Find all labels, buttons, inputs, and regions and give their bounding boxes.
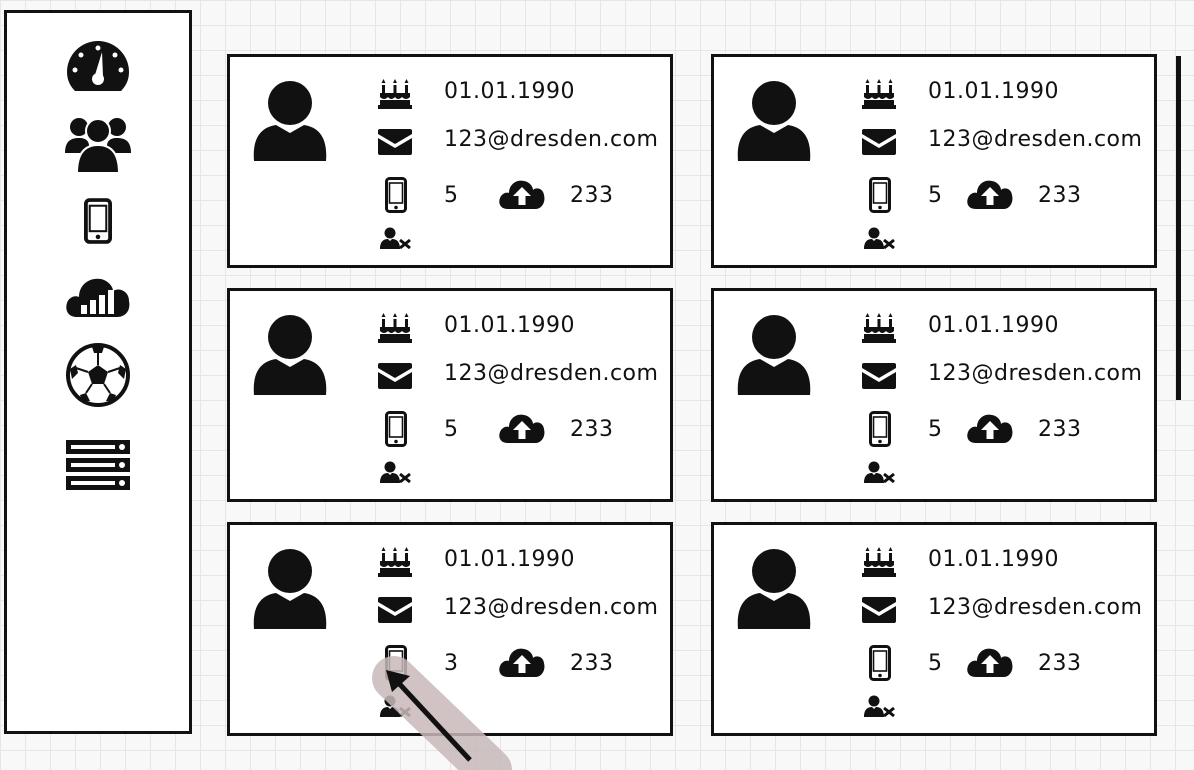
server-stack-icon[interactable] (65, 439, 131, 491)
birthday-text: 01.01.1990 (444, 313, 575, 338)
birthday-cake-icon (862, 313, 896, 343)
soccer-ball-icon[interactable] (66, 343, 130, 407)
upload-count: 233 (570, 651, 614, 676)
user-avatar-icon (250, 81, 330, 169)
birthday-cake-icon (378, 547, 412, 577)
mobile-phone-icon[interactable] (385, 411, 407, 447)
mail-icon[interactable] (378, 597, 412, 623)
user-card[interactable]: 01.01.1990 123@dresden.com 5 233 (227, 288, 673, 502)
birthday-cake-icon (862, 547, 896, 577)
device-count: 3 (444, 651, 459, 676)
user-avatar-icon (250, 549, 330, 637)
sidebar (4, 10, 192, 734)
mobile-phone-icon[interactable] (869, 411, 891, 447)
cloud-upload-icon[interactable] (966, 411, 1014, 445)
birthday-cake-icon (378, 79, 412, 109)
mail-icon[interactable] (862, 597, 896, 623)
upload-count: 233 (1038, 183, 1082, 208)
partial-panel-edge (1176, 56, 1194, 400)
birthday-text: 01.01.1990 (444, 79, 575, 104)
user-avatar-icon (734, 549, 814, 637)
user-avatar-icon (734, 315, 814, 403)
device-count: 5 (928, 183, 943, 208)
remove-user-icon[interactable] (864, 695, 896, 717)
remove-user-icon[interactable] (864, 461, 896, 483)
cloud-upload-icon[interactable] (966, 645, 1014, 679)
user-avatar-icon (250, 315, 330, 403)
user-card[interactable]: 01.01.1990 123@dresden.com 5 233 (227, 54, 673, 268)
user-card[interactable]: 01.01.1990 123@dresden.com 3 233 (227, 522, 673, 736)
mobile-phone-icon[interactable] (869, 645, 891, 681)
user-avatar-icon (734, 81, 814, 169)
email-text: 123@dresden.com (928, 361, 1143, 386)
device-count: 5 (928, 651, 943, 676)
cloud-upload-icon[interactable] (498, 411, 546, 445)
birthday-text: 01.01.1990 (928, 79, 1059, 104)
cloud-chart-icon[interactable] (65, 273, 131, 319)
email-text: 123@dresden.com (928, 127, 1143, 152)
speedometer-icon[interactable] (65, 39, 131, 93)
mail-icon[interactable] (862, 129, 896, 155)
remove-user-icon[interactable] (380, 461, 412, 483)
cloud-upload-icon[interactable] (966, 177, 1014, 211)
upload-count: 233 (570, 183, 614, 208)
email-text: 123@dresden.com (444, 595, 659, 620)
mail-icon[interactable] (862, 363, 896, 389)
upload-count: 233 (1038, 651, 1082, 676)
email-text: 123@dresden.com (444, 127, 659, 152)
upload-count: 233 (570, 417, 614, 442)
cursor-highlight (372, 656, 512, 770)
mail-icon[interactable] (378, 363, 412, 389)
user-card[interactable]: 01.01.1990 123@dresden.com 5 233 (711, 522, 1157, 736)
birthday-text: 01.01.1990 (928, 313, 1059, 338)
user-card[interactable]: 01.01.1990 123@dresden.com 5 233 (711, 288, 1157, 502)
users-group-icon[interactable] (65, 111, 131, 173)
cloud-upload-icon[interactable] (498, 177, 546, 211)
mobile-phone-icon[interactable] (84, 197, 112, 245)
device-count: 5 (444, 417, 459, 442)
email-text: 123@dresden.com (444, 361, 659, 386)
upload-count: 233 (1038, 417, 1082, 442)
mail-icon[interactable] (378, 129, 412, 155)
birthday-text: 01.01.1990 (928, 547, 1059, 572)
mobile-phone-icon[interactable] (869, 177, 891, 213)
birthday-cake-icon (378, 313, 412, 343)
mobile-phone-icon[interactable] (385, 177, 407, 213)
birthday-cake-icon (862, 79, 896, 109)
birthday-text: 01.01.1990 (444, 547, 575, 572)
email-text: 123@dresden.com (928, 595, 1143, 620)
remove-user-icon[interactable] (380, 227, 412, 249)
user-card[interactable]: 01.01.1990 123@dresden.com 5 233 (711, 54, 1157, 268)
device-count: 5 (444, 183, 459, 208)
remove-user-icon[interactable] (864, 227, 896, 249)
device-count: 5 (928, 417, 943, 442)
